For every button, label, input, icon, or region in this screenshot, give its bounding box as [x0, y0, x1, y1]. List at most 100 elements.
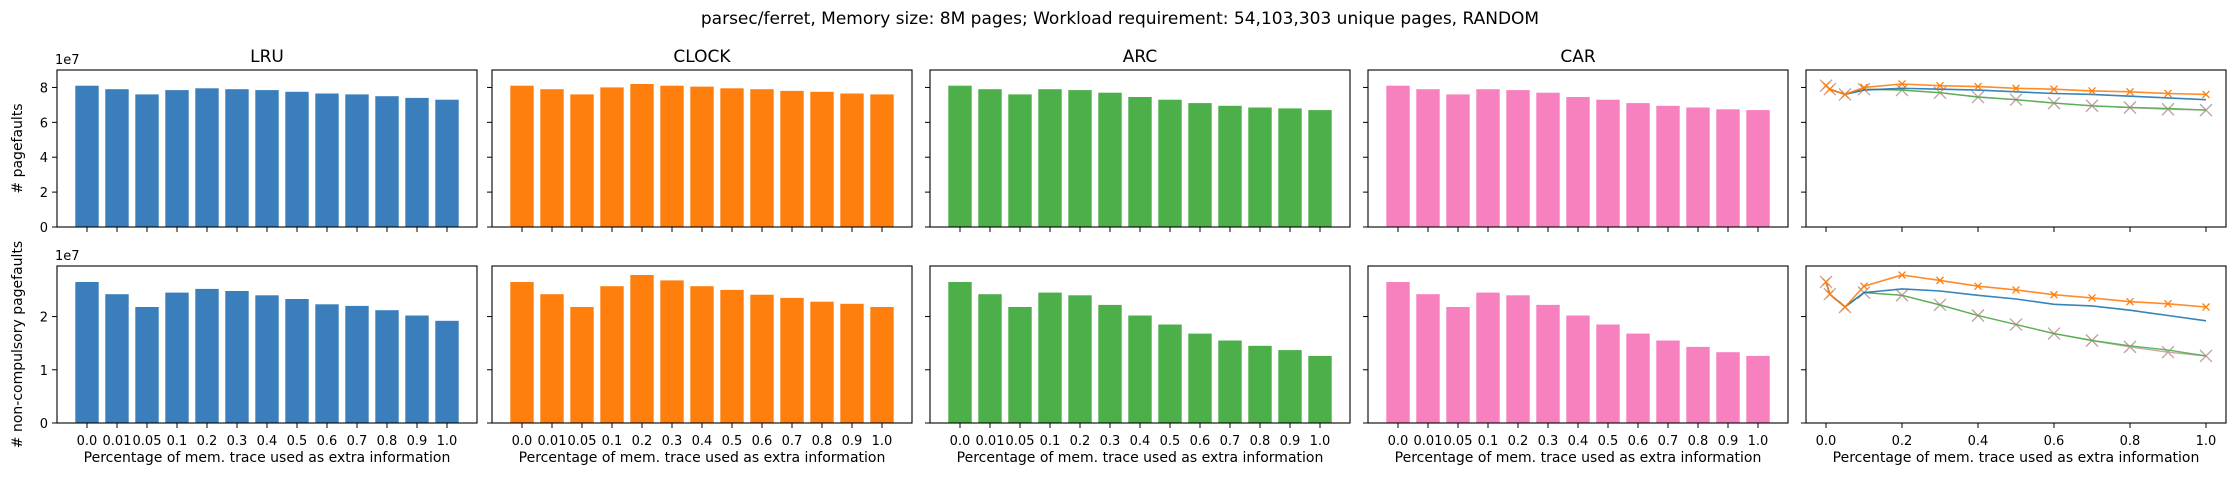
marker-stroke — [2202, 90, 2210, 99]
bar-lru-r1-1 — [105, 294, 129, 423]
marker-clock-r1-5 — [1936, 276, 1944, 285]
panels: LRU 0 2 4 6 8 CLOCK ARC CAR 1e7 # pagefaults 0.0 0.0… — [10, 47, 2227, 466]
x-tick-label: 0.4 — [1568, 434, 1589, 449]
x-tick-label: 0.7 — [347, 434, 368, 449]
axes-frame-lru-r0 — [56, 69, 478, 228]
x-tick-label: 0.1 — [167, 434, 188, 449]
bar-car-r0-9 — [1656, 105, 1680, 227]
bar-lru-r0-6 — [255, 90, 279, 227]
bar-lru-r0-2 — [135, 94, 159, 228]
y-tick-label: 8 — [40, 81, 48, 96]
marker-stroke — [2088, 293, 2096, 302]
bar-lru-r1-0 — [75, 282, 99, 423]
marker-clock-r0-8 — [2050, 85, 2058, 94]
axes-frame-car-r1 — [1367, 265, 1789, 424]
bar-clock-r0-10 — [810, 91, 834, 227]
bar-car-r0-7 — [1596, 99, 1620, 227]
bar-lru-r0-7 — [285, 91, 309, 227]
bar-lru-r0-4 — [195, 88, 219, 227]
marker-clock-r1-3 — [1860, 282, 1868, 291]
y-tick-label: 0 — [40, 417, 48, 432]
x-tick-label: 0.1 — [1478, 434, 1499, 449]
x-tick-label: 1.0 — [2196, 434, 2217, 449]
bar-lru-r1-3 — [165, 292, 189, 423]
bar-arc-r1-7 — [1158, 324, 1182, 423]
bar-arc-r1-2 — [1008, 307, 1032, 423]
bar-clock-r0-5 — [660, 85, 684, 227]
bar-clock-r0-11 — [840, 93, 864, 227]
marker-clock-r0-11 — [2164, 89, 2172, 98]
bar-clock-r1-8 — [750, 294, 774, 423]
bar-clock-r1-7 — [720, 289, 744, 423]
bar-clock-r1-5 — [660, 280, 684, 423]
marker-clock-r0-12 — [2202, 90, 2210, 99]
bar-arc-r1-6 — [1128, 315, 1152, 423]
bar-car-r1-2 — [1446, 307, 1470, 423]
marker-stroke — [2012, 285, 2020, 294]
x-tick-label: 1.0 — [1748, 434, 1769, 449]
bar-arc-r1-4 — [1068, 295, 1092, 423]
bar-arc-r1-0 — [948, 282, 972, 423]
marker-clock-r0-7 — [2012, 84, 2020, 93]
marker-stroke — [1825, 85, 1834, 94]
marker-stroke — [1936, 276, 1944, 285]
axes-frame-arc-r1 — [929, 265, 1351, 424]
marker-clock-r1-10 — [2126, 297, 2134, 306]
bar-clock-r0-12 — [870, 94, 894, 228]
bar-arc-r1-5 — [1098, 304, 1122, 423]
x-tick-label: 0.6 — [1190, 434, 1211, 449]
x-tick-label: 0.2 — [197, 434, 218, 449]
marker-clock-r0-4 — [1898, 79, 1906, 88]
bar-lru-r1-8 — [315, 304, 339, 423]
bar-arc-r0-4 — [1068, 90, 1092, 227]
bar-lru-r0-10 — [375, 96, 399, 227]
x-tick-label: 0.0 — [950, 434, 971, 449]
x-tick-label: 0.6 — [752, 434, 773, 449]
bar-arc-r0-5 — [1098, 92, 1122, 227]
marker-clock-r1-1 — [1825, 290, 1834, 299]
marker-stroke — [1841, 90, 1849, 99]
y-offset-text: 1e7 — [55, 53, 80, 68]
bar-car-r1-12 — [1746, 355, 1770, 423]
bar-car-r0-6 — [1566, 97, 1590, 227]
marker-clock-r1-12 — [2202, 303, 2210, 311]
x-tick-label: 0.01 — [103, 434, 132, 449]
bar-clock-r1-4 — [630, 275, 654, 423]
x-tick-label: 0.8 — [377, 434, 398, 449]
y-axis-label: # non-compulsory pagefaults — [10, 241, 26, 448]
bar-car-r1-1 — [1416, 294, 1440, 423]
bar-arc-r0-1 — [978, 89, 1002, 227]
bar-clock-r0-1 — [540, 89, 564, 227]
bar-clock-r1-9 — [780, 297, 804, 423]
bar-lru-r1-7 — [285, 299, 309, 423]
x-tick-label: 0.05 — [133, 434, 162, 449]
x-axis-label: Percentage of mem. trace used as extra i… — [957, 450, 1324, 466]
x-tick-label: 0.4 — [257, 434, 278, 449]
bar-car-r0-0 — [1386, 85, 1410, 227]
bar-arc-r0-6 — [1128, 97, 1152, 227]
axes-frame-lines-r1 — [1805, 265, 2227, 424]
panel-title-car: CAR — [1560, 47, 1595, 67]
line-lru-r1 — [1825, 281, 2207, 322]
axes-frame-arc-r0 — [929, 69, 1351, 228]
marker-stroke — [2123, 340, 2137, 354]
x-tick-label: 0.4 — [1130, 434, 1151, 449]
bar-arc-r1-10 — [1248, 345, 1272, 423]
line-car-r1 — [1825, 281, 2207, 357]
line-arc-r1 — [1825, 281, 2207, 357]
x-tick-label: 0.01 — [538, 434, 567, 449]
x-tick-label: 0.3 — [1538, 434, 1559, 449]
bar-arc-r0-2 — [1008, 94, 1032, 228]
bar-clock-r0-3 — [600, 87, 624, 228]
marker-stroke — [1974, 282, 1982, 291]
x-tick-label: 0.2 — [632, 434, 653, 449]
x-tick-label: 0.8 — [812, 434, 833, 449]
bar-car-r1-7 — [1596, 324, 1620, 423]
marker-stroke — [2126, 297, 2134, 306]
y-tick-label: 2 — [40, 186, 48, 201]
bar-arc-r1-9 — [1218, 340, 1242, 423]
bar-clock-r0-7 — [720, 88, 744, 227]
bar-clock-r1-0 — [510, 282, 534, 423]
bar-lru-r0-11 — [405, 97, 429, 228]
bar-clock-r1-1 — [540, 294, 564, 423]
